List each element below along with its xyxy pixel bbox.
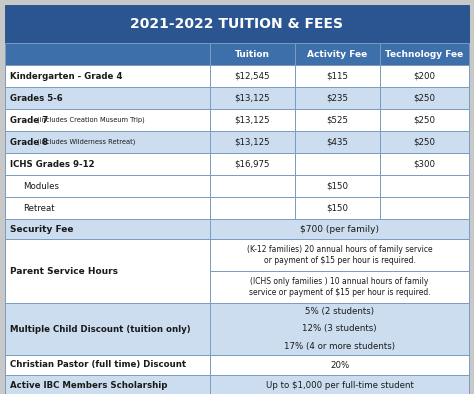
Bar [5,175,210,197]
Text: $150: $150 [327,203,348,212]
Text: Kindergarten - Grade 4: Kindergarten - Grade 4 [10,71,122,80]
Text: $435: $435 [327,138,348,147]
Bar [5,65,210,87]
Bar [210,197,295,219]
Text: $12,545: $12,545 [235,71,270,80]
Text: $16,975: $16,975 [235,160,270,169]
Bar [5,87,210,109]
Text: Active IBC Members Scholarship: Active IBC Members Scholarship [10,381,167,390]
Text: ICHS Grades 9-12: ICHS Grades 9-12 [10,160,95,169]
Bar [5,219,210,239]
Text: $700 (per family): $700 (per family) [300,225,379,234]
Text: Technology Fee: Technology Fee [385,50,464,58]
Bar [295,175,380,197]
Bar [5,43,210,65]
Bar [210,355,469,375]
Text: Activity Fee: Activity Fee [307,50,368,58]
Bar [210,65,295,87]
Text: (includes Wilderness Retreat): (includes Wilderness Retreat) [35,139,135,145]
Text: (K-12 families) 20 annual hours of family service
or payment of $15 per hour is : (K-12 families) 20 annual hours of famil… [246,245,432,265]
Text: 5% (2 students): 5% (2 students) [305,307,374,316]
Text: $525: $525 [327,115,348,125]
Text: Christian Pastor (full time) Discount: Christian Pastor (full time) Discount [10,361,186,370]
Text: 17% (4 or more students): 17% (4 or more students) [284,342,395,351]
Bar [210,239,469,271]
Text: Grade 7: Grade 7 [10,115,48,125]
Text: Security Fee: Security Fee [10,225,73,234]
Bar [295,197,380,219]
Text: Up to $1,000 per full-time student: Up to $1,000 per full-time student [265,381,413,390]
Text: 2021-2022 TUITION & FEES: 2021-2022 TUITION & FEES [130,17,344,31]
Bar [210,43,295,65]
Bar [5,239,210,303]
Text: $13,125: $13,125 [235,138,270,147]
Bar [380,131,469,153]
Bar [380,109,469,131]
Text: $150: $150 [327,182,348,191]
Text: 20%: 20% [330,361,349,370]
Bar [5,355,210,375]
Bar [380,197,469,219]
Text: (ICHS only families ) 10 annual hours of family
service or payment of $15 per ho: (ICHS only families ) 10 annual hours of… [249,277,430,297]
Bar [5,197,210,219]
Text: 12% (3 students): 12% (3 students) [302,325,377,333]
Bar [5,109,210,131]
Text: $13,125: $13,125 [235,93,270,102]
Text: $250: $250 [413,115,436,125]
Bar [5,5,469,43]
Text: $235: $235 [327,93,348,102]
Text: Parent Service Hours: Parent Service Hours [10,266,118,275]
Text: Multiple Child Discount (tuition only): Multiple Child Discount (tuition only) [10,325,191,333]
Bar [210,271,469,303]
Text: $300: $300 [413,160,436,169]
Text: Grade 8: Grade 8 [10,138,48,147]
Bar [380,175,469,197]
Text: $200: $200 [413,71,436,80]
Bar [210,87,295,109]
Bar [295,43,380,65]
Bar [210,303,469,355]
Text: $250: $250 [413,138,436,147]
Text: $250: $250 [413,93,436,102]
Bar [380,65,469,87]
Bar [210,175,295,197]
Bar [380,153,469,175]
Text: Tuition: Tuition [235,50,270,58]
Bar [210,109,295,131]
Text: $115: $115 [327,71,348,80]
Text: (includes Creation Museum Trip): (includes Creation Museum Trip) [35,117,145,123]
Bar [380,43,469,65]
Bar [295,109,380,131]
Bar [295,131,380,153]
Bar [210,131,295,153]
Text: $13,125: $13,125 [235,115,270,125]
Bar [380,87,469,109]
Text: Retreat: Retreat [23,203,55,212]
Bar [5,303,210,355]
Bar [295,65,380,87]
Bar [5,375,210,394]
Bar [5,153,210,175]
Bar [295,153,380,175]
Bar [210,219,469,239]
Bar [5,131,210,153]
Bar [295,87,380,109]
Text: Grades 5-6: Grades 5-6 [10,93,63,102]
Bar [210,375,469,394]
Bar [210,153,295,175]
Text: Modules: Modules [23,182,59,191]
